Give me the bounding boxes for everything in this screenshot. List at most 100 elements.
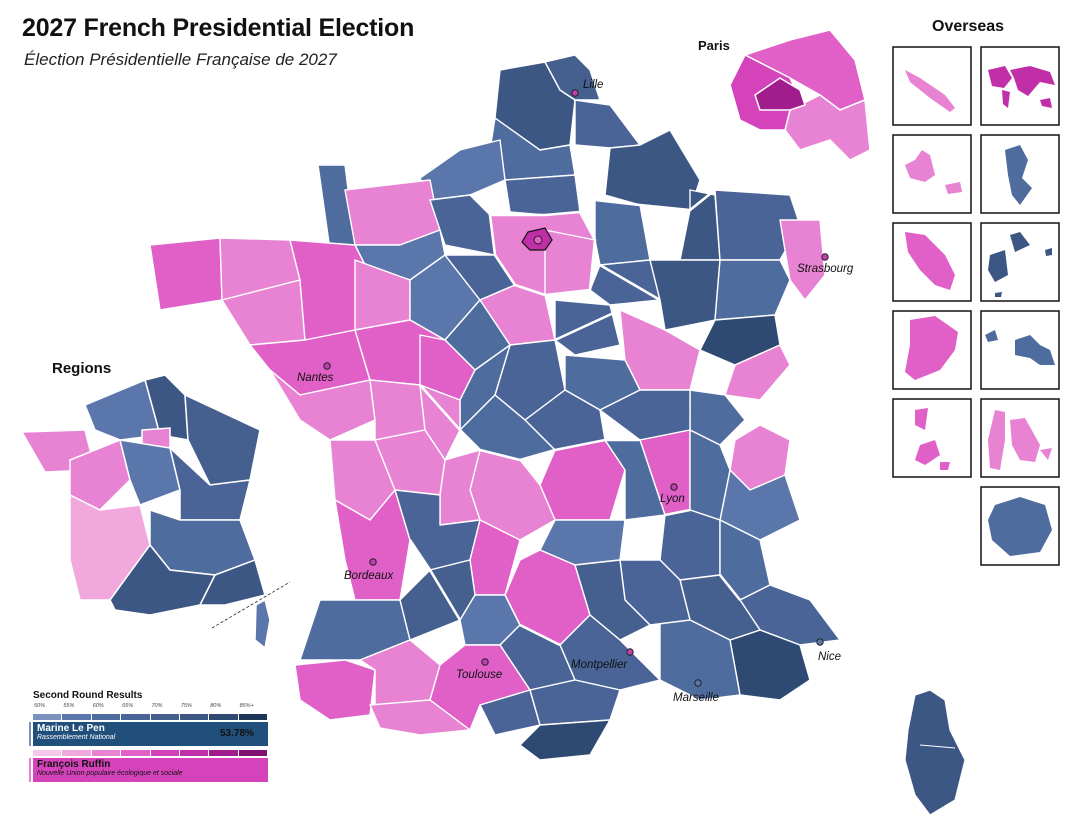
- region-paca[interactable]: [198, 559, 266, 606]
- region-corse[interactable]: [254, 598, 271, 650]
- scale-tick: 65%: [122, 703, 134, 709]
- scale-tick: 55%: [63, 703, 75, 709]
- department-doubs[interactable]: [724, 344, 791, 401]
- scale-tick: 85%+: [239, 703, 254, 709]
- corse-division: [919, 744, 956, 749]
- department-pyrenees-orientales[interactable]: [519, 719, 611, 761]
- overseas-box-9[interactable]: [892, 398, 972, 478]
- candidate-ruffin: François Ruffin Nouvelle Union populaire…: [29, 758, 268, 782]
- paris-intra-muros[interactable]: [754, 77, 806, 111]
- marseille-label: Marseille: [673, 692, 719, 704]
- territory-st-pierre: [905, 150, 962, 194]
- ruffin-percent: 46.22%: [220, 764, 254, 775]
- overseas-box-3[interactable]: [892, 134, 972, 214]
- strasbourg-label: Strasbourg: [797, 263, 854, 275]
- department-aude[interactable]: [529, 679, 621, 726]
- legend-scale: 50% 55% 60% 65% 70% 75% 80% 85%+: [33, 703, 268, 720]
- department-vosges[interactable]: [714, 259, 791, 321]
- paris-inset: [729, 29, 871, 161]
- territory-wallis-futuna: [985, 330, 1055, 365]
- overseas-territories: [905, 66, 1055, 556]
- overseas-inset-label: Overseas: [932, 18, 1005, 35]
- paris-petite-couronne-s[interactable]: [784, 94, 871, 161]
- overseas-box-7[interactable]: [892, 310, 972, 390]
- overseas-box-5[interactable]: [892, 222, 972, 302]
- department-vienne[interactable]: [419, 384, 461, 461]
- toulouse-marker[interactable]: [481, 658, 489, 666]
- scale-tick: 50%: [34, 703, 46, 709]
- overseas-box-11[interactable]: [980, 486, 1060, 566]
- lepen-name: Marine Le Pen: [37, 723, 105, 734]
- nantes-marker[interactable]: [323, 362, 331, 370]
- territory-mayotte: [1005, 145, 1032, 205]
- map-title: 2027 French Presidential Election: [22, 14, 415, 42]
- paris-inset-label: Paris: [698, 38, 730, 53]
- overseas-box-2[interactable]: [980, 46, 1060, 126]
- department-isere[interactable]: [689, 429, 731, 521]
- city-markers: Lille Strasbourg Nantes Lyon Bordeaux To…: [297, 79, 854, 704]
- territory-st-martin: [915, 408, 950, 470]
- territory-reunion: [988, 497, 1052, 556]
- department-finistere[interactable]: [149, 237, 223, 311]
- lille-marker[interactable]: [571, 89, 579, 97]
- montpellier-label: Montpellier: [571, 659, 628, 671]
- territory-polynesia: [988, 410, 1052, 470]
- department-oise[interactable]: [504, 174, 581, 216]
- department-pyrenees-atlantiques[interactable]: [294, 659, 376, 721]
- paris-core: [533, 235, 543, 245]
- department-pas-de-calais[interactable]: [544, 54, 601, 101]
- montpellier-marker[interactable]: [626, 648, 634, 656]
- lepen-side-bar: [29, 722, 31, 746]
- department-corse[interactable]: [904, 689, 966, 816]
- department-aisne[interactable]: [574, 99, 641, 149]
- regions-inset: [20, 374, 271, 650]
- overseas-insets: [892, 46, 1060, 566]
- bordeaux-label: Bordeaux: [344, 570, 394, 582]
- corsica-divider: [211, 581, 291, 629]
- overseas-box-1[interactable]: [892, 46, 972, 126]
- overseas-box-8[interactable]: [980, 310, 1060, 390]
- results-legend: Second Round Results 50% 55% 60% 65% 70%…: [29, 690, 268, 782]
- ruffin-name: François Ruffin: [37, 759, 111, 770]
- department-saone-et-loire[interactable]: [599, 389, 691, 441]
- lyon-label: Lyon: [660, 493, 685, 505]
- scale-tick: 60%: [92, 703, 104, 709]
- ruffin-color-scale: [33, 750, 268, 756]
- region-normandie[interactable]: [84, 378, 161, 441]
- territory-french-guiana: [905, 316, 958, 380]
- mainland-map: [149, 54, 841, 761]
- legend-title: Second Round Results: [33, 690, 143, 701]
- nantes-label: Nantes: [297, 372, 334, 384]
- ruffin-party: Nouvelle Union populaire écologique et s…: [37, 770, 183, 777]
- department-hautes-pyrenees[interactable]: [369, 699, 471, 736]
- territory-new-caledonia: [905, 70, 955, 112]
- department-yonne[interactable]: [554, 299, 621, 356]
- overseas-box-6[interactable]: [980, 222, 1060, 302]
- territory-guadeloupe: [988, 232, 1052, 297]
- lepen-percent: 53.78%: [220, 728, 254, 739]
- territory-martinique: [905, 232, 955, 290]
- territory-world-abroad: [988, 66, 1055, 108]
- department-gironde[interactable]: [334, 489, 411, 601]
- strasbourg-marker[interactable]: [821, 253, 829, 261]
- ruffin-side-bar: [29, 758, 31, 782]
- department-marne[interactable]: [594, 199, 651, 266]
- department-bas-rhin[interactable]: [779, 219, 826, 301]
- lepen-party: Rassemblement National: [37, 734, 116, 741]
- nice-marker[interactable]: [816, 638, 824, 646]
- region-centre[interactable]: [118, 439, 181, 506]
- region-pays-de-la-loire[interactable]: [69, 438, 131, 511]
- scale-tick: 80%: [210, 703, 222, 709]
- bordeaux-marker[interactable]: [369, 558, 377, 566]
- department-haut-marne[interactable]: [649, 259, 721, 331]
- overseas-box-10[interactable]: [980, 398, 1060, 478]
- nice-label: Nice: [818, 651, 841, 663]
- candidate-lepen: Marine Le Pen Rassemblement National 53.…: [29, 722, 268, 746]
- lyon-marker[interactable]: [670, 483, 678, 491]
- scale-tick: 75%: [180, 703, 192, 709]
- marseille-marker[interactable]: [694, 679, 702, 687]
- overseas-box-4[interactable]: [980, 134, 1060, 214]
- lepen-color-scale: [33, 714, 268, 720]
- scale-tick: 70%: [151, 703, 163, 709]
